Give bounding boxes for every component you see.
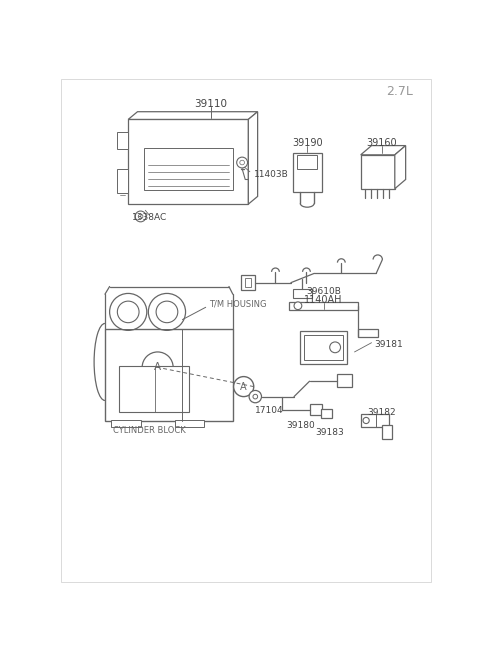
Bar [241,275,255,290]
Text: 1338AC: 1338AC [132,214,167,223]
Text: 1140AH: 1140AH [304,295,343,305]
Text: 11403B: 11403B [254,170,288,179]
Bar [292,153,322,192]
Circle shape [294,302,302,310]
Circle shape [237,157,248,168]
Circle shape [253,394,258,399]
Text: A: A [154,362,161,372]
Text: 39190: 39190 [292,138,323,147]
Bar [105,329,233,421]
Bar [117,170,128,193]
Bar [336,373,352,387]
Bar [360,413,389,428]
Bar [360,155,395,189]
Bar [111,420,141,428]
Bar [292,289,312,298]
Bar [359,329,378,337]
Bar [175,420,204,428]
Text: T/M HOUSING: T/M HOUSING [209,300,266,309]
Text: 2.7L: 2.7L [386,85,413,98]
Bar [245,278,252,288]
Text: CYLINDER BLOCK: CYLINDER BLOCK [113,426,185,435]
Circle shape [156,301,178,323]
Polygon shape [248,112,258,204]
Polygon shape [128,119,248,204]
Bar [383,425,392,439]
Bar [144,148,233,190]
Text: 39183: 39183 [315,428,344,436]
Text: 39182: 39182 [367,407,396,417]
Bar [321,409,332,418]
Polygon shape [395,145,406,189]
Text: 39160: 39160 [366,138,397,147]
Bar [310,404,322,415]
Circle shape [249,390,262,403]
Circle shape [138,214,143,219]
Circle shape [109,293,147,330]
Bar [304,335,343,360]
Circle shape [240,160,244,165]
Polygon shape [128,112,258,119]
Circle shape [142,352,173,383]
Text: 17104: 17104 [255,406,284,415]
Circle shape [363,417,369,424]
Bar [119,365,189,412]
Text: 39110: 39110 [194,99,228,109]
Circle shape [234,377,254,397]
Circle shape [135,211,146,222]
Bar [288,302,359,310]
Text: A: A [240,382,247,392]
Polygon shape [360,145,406,155]
Text: 39180: 39180 [286,421,314,430]
Circle shape [117,301,139,323]
Text: 39610B: 39610B [306,288,341,297]
Circle shape [330,342,340,353]
Bar [117,132,128,149]
Text: 39181: 39181 [374,340,403,348]
Bar [300,331,347,364]
Circle shape [148,293,186,330]
Bar [297,155,317,169]
